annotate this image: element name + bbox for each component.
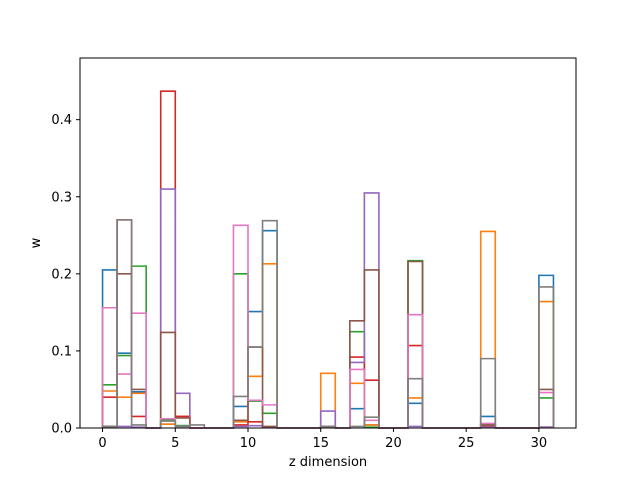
x-tick-label: 20: [385, 436, 402, 451]
x-tick-label: 30: [531, 436, 548, 451]
y-tick-label: 0.3: [51, 190, 72, 205]
y-tick-label: 0.0: [51, 422, 72, 437]
y-axis-label: w: [29, 237, 44, 248]
plot-frame: [79, 57, 577, 429]
y-axis: 0.0 0.1 0.2 0.3 0.4: [51, 113, 80, 437]
x-tick-label: 5: [171, 436, 179, 451]
x-tick-label: 15: [312, 436, 329, 451]
x-tick-label: 10: [240, 436, 257, 451]
y-tick-label: 0.1: [51, 344, 72, 359]
y-tick-label: 0.2: [51, 267, 72, 282]
x-axis-label: z dimension: [289, 455, 367, 470]
x-axis: 0 5 10 15 20 25 30: [98, 428, 547, 451]
y-tick-label: 0.4: [51, 113, 72, 128]
plot-background: [80, 58, 576, 428]
x-tick-label: 0: [98, 436, 106, 451]
x-tick-label: 25: [458, 436, 475, 451]
